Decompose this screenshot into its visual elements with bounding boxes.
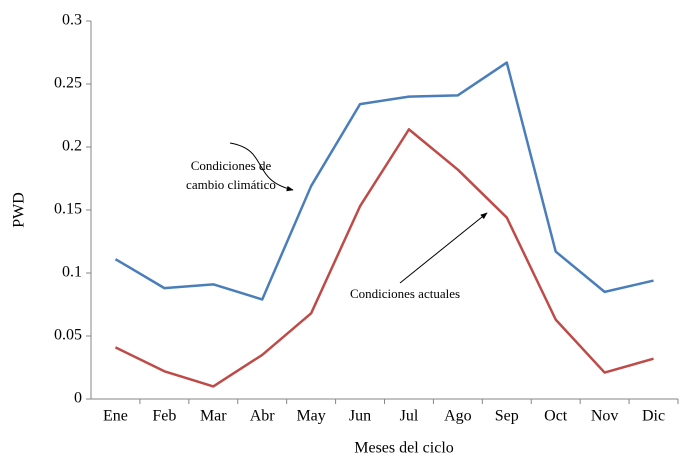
y-tick-label: 0.25 bbox=[54, 75, 82, 92]
annotation-arrow bbox=[229, 142, 294, 192]
x-tick-label: Dic bbox=[642, 408, 665, 425]
x-tick-label: Abr bbox=[250, 408, 276, 425]
y-tick-label: 0.1 bbox=[62, 264, 82, 281]
x-tick-label: Jul bbox=[400, 408, 419, 425]
y-tick-label: 0.3 bbox=[62, 12, 82, 29]
x-tick-label: Ago bbox=[444, 408, 472, 425]
annotation: Condiciones actuales bbox=[350, 286, 460, 301]
x-tick-label: May bbox=[296, 408, 325, 425]
x-tick-label: Ene bbox=[103, 408, 128, 425]
series-line bbox=[114, 128, 654, 388]
x-tick-label: Nov bbox=[591, 408, 619, 425]
x-tick-label: Oct bbox=[544, 408, 568, 425]
series-line bbox=[114, 61, 654, 301]
x-axis-label: Meses del ciclo bbox=[354, 440, 454, 457]
annotation: Condiciones de bbox=[191, 158, 272, 173]
annotation: cambio climático bbox=[186, 177, 276, 192]
y-tick-label: 0.15 bbox=[54, 201, 82, 218]
y-tick-label: 0.05 bbox=[54, 327, 82, 344]
x-tick-label: Mar bbox=[200, 408, 227, 425]
x-tick-label: Feb bbox=[152, 408, 176, 425]
x-tick-label: Sep bbox=[495, 408, 519, 425]
y-tick-label: 0 bbox=[74, 390, 82, 407]
x-tick-label: Jun bbox=[349, 408, 371, 425]
y-tick-label: 0.2 bbox=[62, 138, 82, 155]
y-axis-label: PWD bbox=[11, 192, 28, 228]
annotation-arrow bbox=[399, 212, 488, 284]
